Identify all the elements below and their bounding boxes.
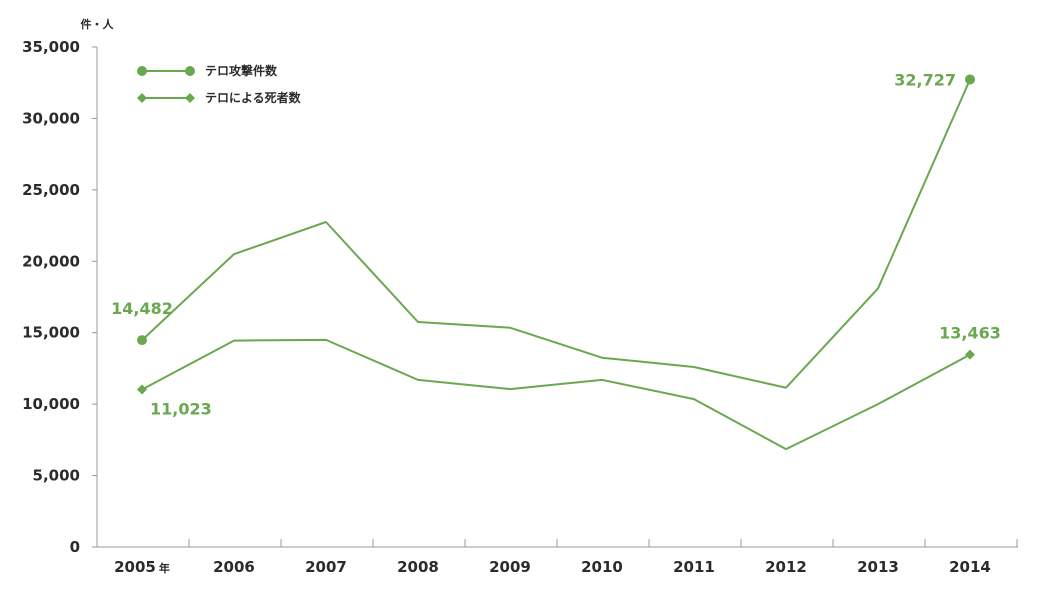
y-tick-label: 10,000 <box>22 395 80 413</box>
y-tick-label: 15,000 <box>22 324 80 342</box>
series-1-point-marker <box>965 74 975 85</box>
x-tick-label: 2012 <box>765 558 807 576</box>
x-tick-label: 2010 <box>581 558 623 576</box>
series-2-point-marker <box>137 384 147 395</box>
y-axis-ticks: 0 5,000 10,000 15,000 20,000 25,000 30,000 35,0… <box>22 38 97 556</box>
x-tick-label: 2005 年 <box>114 558 170 576</box>
x-axis-ticks: 2005 年 2006 2007 2008 2009 2010 2011 2012 2013 201… <box>96 539 1018 576</box>
x-tick-label: 2011 <box>673 558 715 576</box>
y-tick-label: 30,000 <box>22 109 80 127</box>
series-markers <box>137 74 975 395</box>
point-labels: 14,482 32,727 11,023 13,463 <box>111 70 1001 418</box>
y-tick-label: 5,000 <box>33 467 80 485</box>
legend-marker-end <box>185 66 195 76</box>
y-tick-label: 20,000 <box>22 252 80 270</box>
series-2-point-marker <box>965 349 975 360</box>
y-tick-label: 0 <box>70 538 80 556</box>
series-2-data-label: 13,463 <box>939 324 1001 343</box>
x-tick-unit-suffix: 年 <box>159 561 170 575</box>
x-tick-label: 2013 <box>857 558 899 576</box>
series-1-data-label: 32,727 <box>894 70 956 89</box>
y-tick-label: 25,000 <box>22 181 80 199</box>
x-tick-label: 2006 <box>213 558 255 576</box>
series-lines <box>141 79 971 451</box>
series-1-point-marker <box>137 335 147 346</box>
legend-marker-end <box>185 93 195 103</box>
axes <box>96 47 1018 548</box>
series-2-data-label: 11,023 <box>150 400 212 419</box>
legend-marker-start <box>137 66 147 76</box>
series-line-1 <box>141 79 971 389</box>
legend-label: テロ攻撃件数 <box>205 63 278 78</box>
y-tick-label: 35,000 <box>22 38 80 56</box>
legend-item-1: テロ攻撃件数 <box>137 63 278 78</box>
legend-label: テロによる死者数 <box>205 90 302 105</box>
legend-item-2: テロによる死者数 <box>137 90 302 105</box>
x-tick-label: 2009 <box>489 558 531 576</box>
series-1-data-label: 14,482 <box>111 299 173 318</box>
series-line-2 <box>141 338 971 451</box>
x-tick-label: 2008 <box>397 558 439 576</box>
y-axis-unit-label: 件・人 <box>81 17 115 31</box>
x-tick-label: 2007 <box>305 558 347 576</box>
x-tick-label: 2014 <box>949 558 991 576</box>
legend-marker-start <box>137 93 147 103</box>
